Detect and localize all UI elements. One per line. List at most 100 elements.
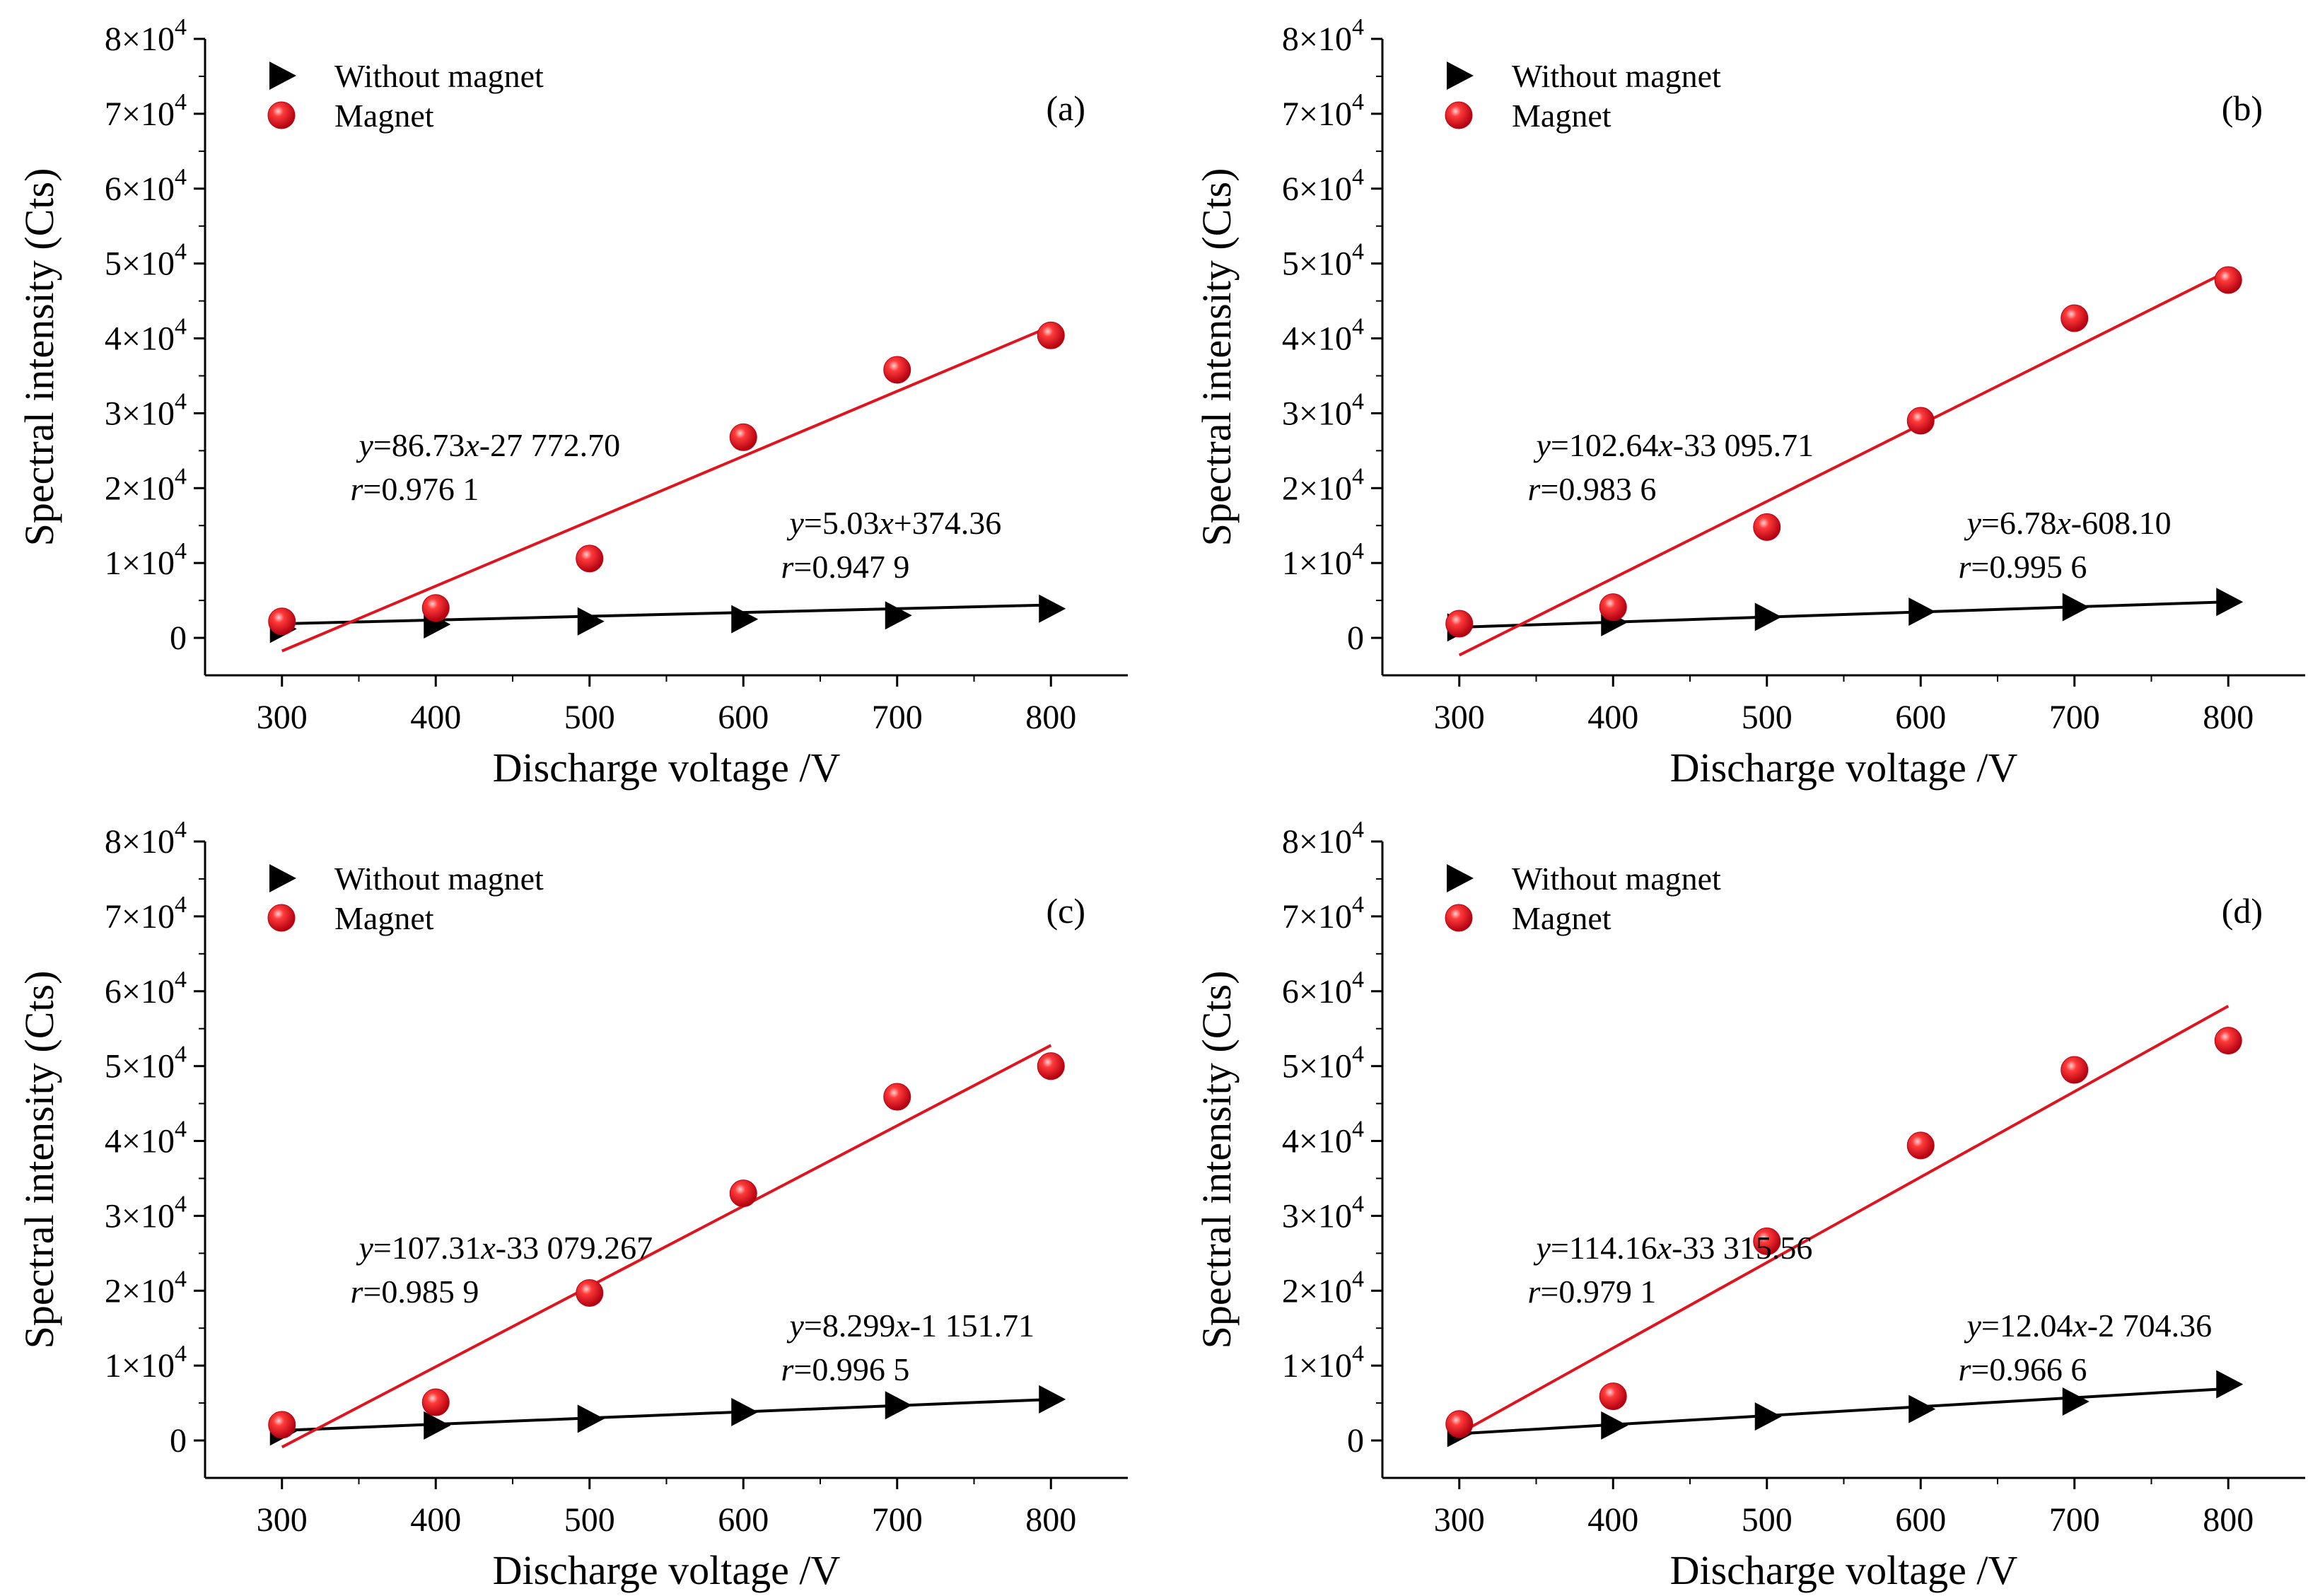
eq-variable: x [464, 427, 479, 463]
eq-variable: y [787, 1307, 805, 1344]
eq-value: -27 772.70 [479, 427, 620, 463]
x-tick-label: 800 [2203, 699, 2254, 736]
legend-label: Magnet [1512, 900, 1611, 936]
y-tick-exponent: 4 [1352, 314, 1364, 340]
magnet-point [1753, 513, 1781, 541]
magnet-fit-line [281, 1044, 1052, 1449]
chart-panel: 300 400 500 600 700 800 0 1×104 2×104 3×104 4×104 5… [1194, 14, 2305, 791]
fit-r-value: r=0.995 6 [1959, 549, 2087, 585]
without-magnet-point [577, 607, 605, 636]
magnet-point [883, 356, 911, 384]
eq-variable: y [356, 427, 374, 463]
magnet-point [1445, 610, 1474, 638]
magnet-point [421, 594, 450, 622]
chart-panel: 300 400 500 600 700 800 0 1×104 2×104 3×104 4×104 5… [16, 14, 1128, 791]
eq-value: -33 079.267 [496, 1230, 653, 1266]
legend-circle-marker [267, 904, 296, 932]
y-tick-exponent: 4 [175, 89, 187, 115]
eq-value: -2 704.36 [2087, 1307, 2212, 1344]
y-tick-exponent: 4 [175, 892, 187, 918]
y-tick-exponent: 4 [175, 1191, 187, 1217]
y-tick-label: 3×104 [1282, 388, 1364, 432]
x-tick-label: 800 [2203, 1501, 2254, 1539]
chart-panel: 300 400 500 600 700 800 0 1×104 2×104 3×104 4×104 5… [1194, 817, 2305, 1593]
y-tick-exponent: 4 [175, 817, 187, 843]
legend-triangle-marker [1447, 62, 1474, 90]
eq-variable: y [1964, 505, 1982, 541]
y-tick-exponent: 4 [1352, 1042, 1364, 1068]
magnet-point [576, 1278, 604, 1307]
x-tick-label: 400 [410, 1501, 461, 1539]
magnet-point [268, 607, 296, 636]
y-tick-label: 7×104 [1282, 89, 1364, 133]
eq-value: =0.995 6 [1971, 549, 2087, 585]
magnet-point [421, 1388, 450, 1416]
y-tick-label: 8×104 [1282, 14, 1364, 58]
fit-equation: y=12.04x-2 704.36 [1964, 1307, 2213, 1344]
x-tick-label: 700 [2049, 699, 2100, 736]
y-tick-label: 1×104 [1282, 1341, 1364, 1385]
without-magnet-point [2216, 1370, 2244, 1399]
magnet-point [1599, 593, 1627, 622]
y-tick-exponent: 4 [1352, 164, 1364, 190]
eq-value: =114.16 [1551, 1230, 1657, 1266]
legend-label: Without magnet [1512, 58, 1721, 94]
y-tick-label: 8×104 [105, 817, 187, 861]
legend-circle-marker [1445, 101, 1473, 129]
fit-equation: y=102.64x-33 095.71 [1534, 427, 1814, 463]
y-tick-label: 2×104 [1282, 1266, 1364, 1310]
x-axis-label: Discharge voltage /V [1670, 1547, 2018, 1593]
x-tick-label: 500 [564, 1501, 615, 1539]
eq-variable: r [781, 549, 795, 585]
y-tick-exponent: 4 [1352, 1191, 1364, 1217]
without-magnet-point [1601, 1411, 1628, 1440]
legend-circle-marker [1445, 904, 1473, 932]
eq-variable: x [2056, 505, 2071, 541]
fit-equation: y=5.03x+374.36 [787, 505, 1002, 541]
panel-label: (d) [2222, 891, 2263, 931]
fit-r-value: r=0.966 6 [1959, 1351, 2087, 1387]
x-tick-label: 500 [1742, 1501, 1793, 1539]
magnet-point [2061, 304, 2089, 332]
x-tick-label: 400 [1587, 1501, 1638, 1539]
magnet-point [2061, 1056, 2089, 1084]
magnet-fit-line [1458, 269, 2230, 657]
x-tick-label: 300 [1434, 699, 1485, 736]
eq-variable: r [1528, 1274, 1541, 1310]
y-tick-label: 8×104 [1282, 817, 1364, 861]
eq-variable: r [351, 471, 364, 507]
legend-triangle-marker [1447, 864, 1474, 892]
eq-value: -33 095.71 [1673, 427, 1814, 463]
y-tick-exponent: 4 [175, 967, 187, 993]
x-tick-label: 500 [1742, 699, 1793, 736]
without-magnet-fit-line [1459, 600, 2229, 629]
legend-triangle-marker [269, 864, 296, 892]
eq-value: =0.976 1 [363, 471, 479, 507]
magnet-fit-line [281, 325, 1052, 653]
y-tick-label: 7×104 [105, 892, 187, 936]
y-tick-label: 3×104 [1282, 1191, 1364, 1235]
panel-label: (b) [2222, 88, 2263, 128]
fit-equation: y=8.299x-1 151.71 [787, 1307, 1035, 1344]
eq-value: =0.947 9 [793, 549, 909, 585]
y-tick-label: 4×104 [105, 1117, 187, 1160]
without-magnet-point [1039, 594, 1066, 623]
magnet-point [1906, 407, 1935, 435]
eq-value: =0.985 9 [363, 1274, 479, 1310]
eq-variable: y [1534, 1230, 1551, 1266]
eq-value: =0.966 6 [1971, 1351, 2087, 1387]
eq-variable: y [356, 1230, 374, 1266]
eq-variable: x [2072, 1307, 2087, 1344]
y-tick-exponent: 4 [175, 239, 187, 265]
y-tick-exponent: 4 [1352, 967, 1364, 993]
fit-r-value: r=0.976 1 [351, 471, 479, 507]
without-magnet-point [1754, 1402, 1782, 1431]
legend-label: Magnet [1512, 98, 1611, 134]
y-tick-label: 7×104 [105, 89, 187, 133]
legend-label: Magnet [334, 900, 434, 936]
without-magnet-point [2062, 593, 2090, 622]
fit-equation: y=6.78x-608.10 [1964, 505, 2172, 541]
eq-value: =0.979 1 [1540, 1274, 1656, 1310]
